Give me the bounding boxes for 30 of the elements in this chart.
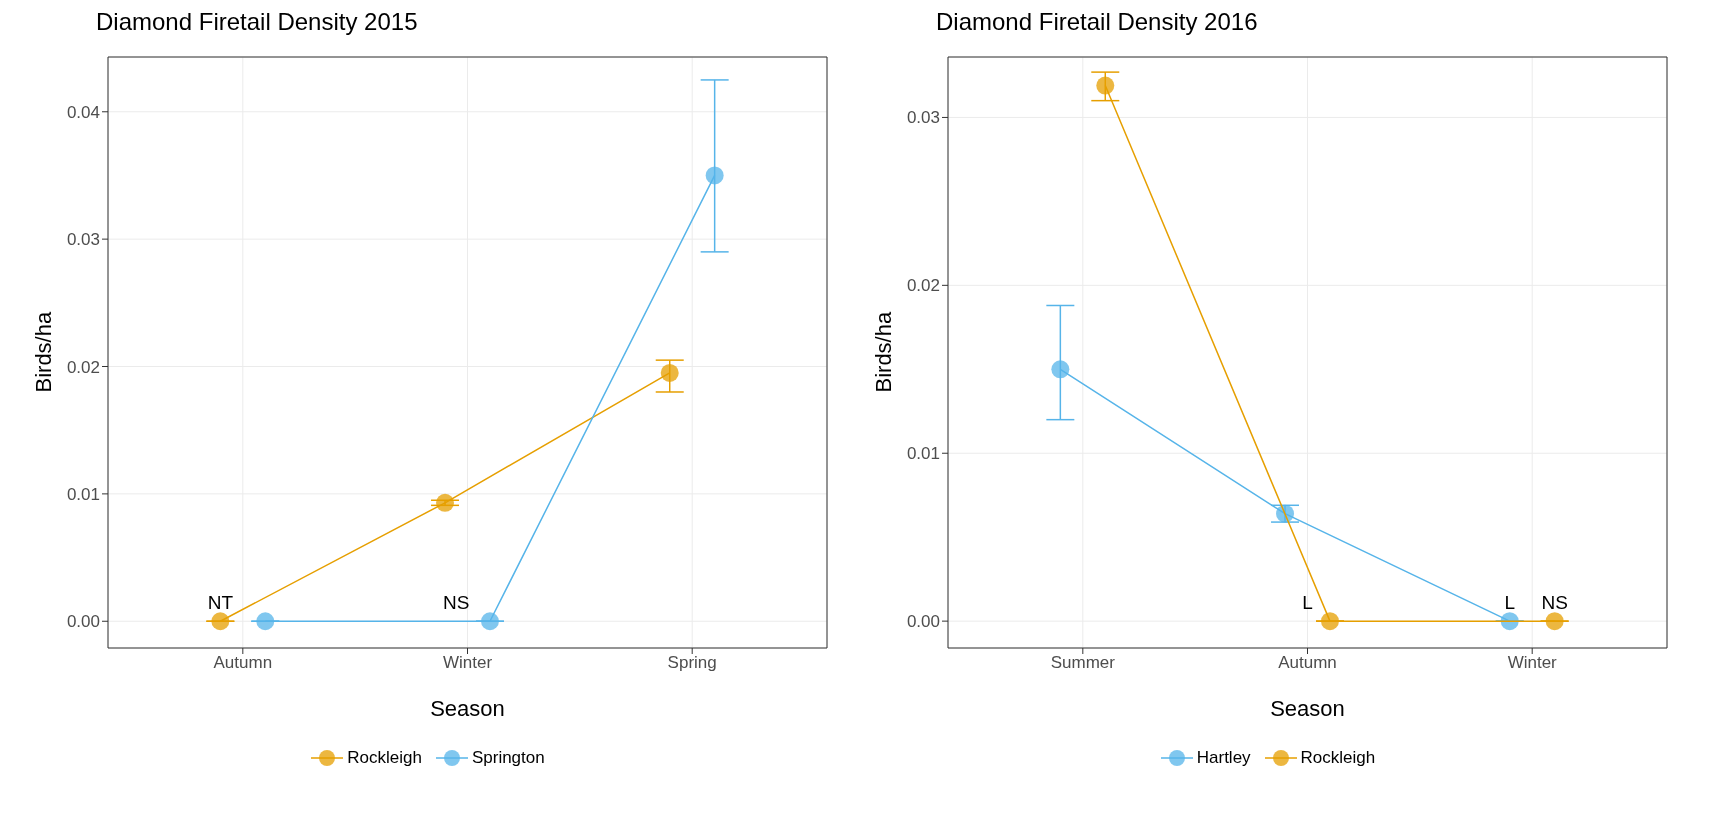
x-tick-label: Autumn [213, 653, 273, 673]
annotation: L [1504, 592, 1516, 614]
x-axis-title: Season [430, 696, 505, 721]
y-tick-label: 0.02 [66, 357, 100, 377]
y-tick-label: 0.04 [66, 102, 100, 122]
y-tick-label: 0.03 [66, 230, 100, 250]
chart-title: Diamond Firetail Density 2015 [96, 8, 419, 37]
x-tick-label: Winter [1507, 653, 1558, 673]
annotation: L [1302, 592, 1313, 614]
y-tick-label: 0.01 [906, 444, 940, 464]
x-tick-label: Summer [1050, 653, 1116, 673]
legend-label: Rockleigh [346, 748, 422, 768]
annotation: NT [207, 592, 234, 614]
y-tick-label: 0.02 [906, 276, 940, 296]
annotation: NS [1541, 592, 1568, 614]
annotation: NS [443, 592, 470, 614]
y-tick-label: 0.03 [906, 108, 940, 128]
y-tick-label: 0.01 [66, 484, 100, 504]
x-tick-label: Autumn [1278, 653, 1337, 673]
y-axis-title: Birds/ha [30, 311, 56, 393]
chart-title: Diamond Firetail Density 2016 [936, 8, 1259, 37]
legend-label: Springton [470, 748, 545, 768]
y-tick-label: 0.00 [66, 612, 100, 632]
y-tick-label: 0.00 [906, 612, 940, 632]
x-tick-label: Winter [442, 653, 493, 673]
legend-label: Hartley [1195, 748, 1251, 768]
x-axis-title: Season [1270, 696, 1345, 721]
x-tick-label: Spring [667, 653, 717, 673]
y-axis-title: Birds/ha [870, 311, 896, 393]
legend-label: Rockleigh [1299, 748, 1376, 768]
